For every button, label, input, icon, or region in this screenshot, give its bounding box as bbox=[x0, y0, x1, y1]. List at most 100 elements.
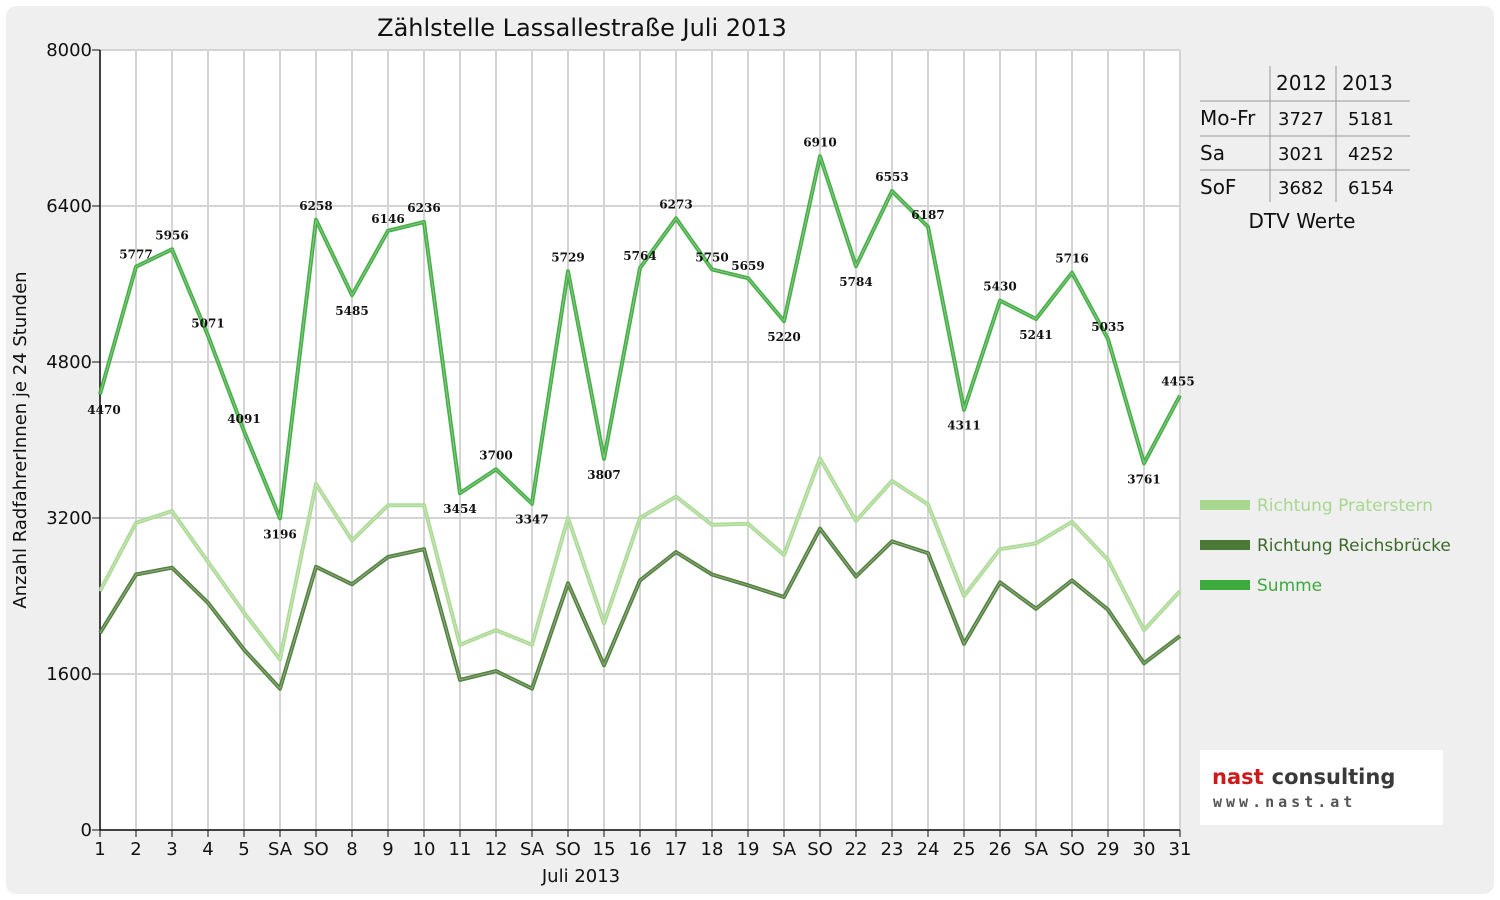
data-label: 5071 bbox=[191, 317, 224, 331]
data-label: 3761 bbox=[1127, 472, 1160, 486]
data-label: 3807 bbox=[587, 468, 620, 482]
data-label: 4091 bbox=[227, 412, 260, 426]
series-highlight-summe bbox=[99, 155, 1181, 519]
x-tick-label: 8 bbox=[346, 839, 357, 860]
dtv-table: 2012 2013 Mo-Fr 3727 5181 Sa 3021 4252 S… bbox=[1200, 66, 1410, 233]
x-tick-label: 3 bbox=[166, 839, 177, 860]
y-tick-label: 8000 bbox=[46, 40, 92, 61]
data-label: 5241 bbox=[1019, 328, 1052, 342]
dtv-row-label: Mo-Fr bbox=[1200, 106, 1256, 130]
data-label: 6910 bbox=[803, 135, 836, 149]
data-label: 5750 bbox=[695, 250, 728, 264]
data-label: 3347 bbox=[515, 513, 548, 527]
dtv-cell: 6154 bbox=[1348, 178, 1394, 199]
series-highlight-richtung-praterstern bbox=[99, 458, 1181, 660]
dtv-cell: 3021 bbox=[1278, 144, 1324, 165]
legend-label-reichsbruecke: Richtung Reichsbrücke bbox=[1257, 536, 1451, 556]
x-tick-label: 29 bbox=[1097, 839, 1120, 860]
dtv-row-label: Sa bbox=[1200, 141, 1225, 165]
data-label: 5784 bbox=[839, 275, 872, 289]
x-tick-label: SA bbox=[1024, 839, 1049, 860]
y-tick-label: 0 bbox=[81, 820, 92, 841]
x-tick-label: SO bbox=[303, 839, 329, 860]
y-tick-label: 1600 bbox=[46, 664, 92, 685]
legend: Richtung Praterstern Richtung Reichsbrüc… bbox=[1200, 496, 1451, 596]
y-tick-label: 6400 bbox=[46, 196, 92, 217]
x-tick-label: 30 bbox=[1133, 839, 1156, 860]
data-label: 6236 bbox=[407, 201, 440, 215]
data-label: 5764 bbox=[623, 249, 656, 263]
legend-swatch-praterstern bbox=[1200, 500, 1250, 510]
logo-url: www.nast.at bbox=[1213, 793, 1356, 811]
dtv-cell: 3682 bbox=[1278, 178, 1324, 199]
data-label: 5729 bbox=[551, 250, 584, 264]
data-label: 5430 bbox=[983, 280, 1016, 294]
x-tick-label: 31 bbox=[1169, 839, 1192, 860]
data-label: 5777 bbox=[119, 248, 152, 262]
dtv-caption: DTV Werte bbox=[1249, 209, 1356, 233]
x-tick-label: 12 bbox=[485, 839, 508, 860]
data-label: 3700 bbox=[479, 448, 512, 462]
y-tick-label: 3200 bbox=[46, 508, 92, 529]
data-label: 3454 bbox=[443, 502, 476, 516]
series-highlight-richtung-reichsbr-cke bbox=[99, 528, 1181, 690]
data-label: 5485 bbox=[335, 304, 368, 318]
x-tick-label: 26 bbox=[989, 839, 1012, 860]
data-label: 6258 bbox=[299, 199, 332, 213]
x-tick-label: SO bbox=[807, 839, 833, 860]
data-label: 5220 bbox=[767, 330, 800, 344]
dtv-row-label: SoF bbox=[1200, 175, 1236, 199]
x-tick-label: 16 bbox=[629, 839, 652, 860]
legend-swatch-reichsbruecke bbox=[1200, 540, 1250, 550]
series-line-summe bbox=[98, 154, 1182, 521]
x-tick-label: SA bbox=[772, 839, 797, 860]
chart-title: Zählstelle Lassallestraße Juli 2013 bbox=[377, 14, 787, 42]
series-line-richtung-praterstern bbox=[98, 456, 1182, 662]
x-tick-label: 9 bbox=[382, 839, 393, 860]
y-tick-label: 4800 bbox=[46, 352, 92, 373]
data-label: 3196 bbox=[263, 527, 296, 541]
data-label: 6187 bbox=[911, 208, 944, 222]
x-tick-label: 10 bbox=[413, 839, 436, 860]
logo-word-consulting: consulting bbox=[1272, 765, 1396, 789]
data-label: 6273 bbox=[659, 197, 692, 211]
series-layer bbox=[98, 154, 1182, 691]
x-tick-label: 19 bbox=[737, 839, 760, 860]
legend-label-praterstern: Richtung Praterstern bbox=[1257, 496, 1433, 516]
x-tick-label: SO bbox=[1059, 839, 1085, 860]
x-tick-label: 23 bbox=[881, 839, 904, 860]
nast-consulting-logo: nast consulting www.nast.at bbox=[1200, 750, 1443, 825]
dtv-cell: 5181 bbox=[1348, 109, 1394, 130]
series-line-richtung-reichsbr-cke bbox=[98, 526, 1182, 691]
data-label: 6146 bbox=[371, 212, 404, 226]
x-tick-label: 15 bbox=[593, 839, 616, 860]
logo-word-nast: nast bbox=[1212, 765, 1264, 789]
x-tick-label: SO bbox=[555, 839, 581, 860]
data-label: 4311 bbox=[947, 419, 980, 433]
dtv-header-2012: 2012 bbox=[1276, 71, 1327, 95]
dtv-header-2013: 2013 bbox=[1342, 71, 1393, 95]
x-tick-label: 4 bbox=[202, 839, 213, 860]
x-tick-label: 24 bbox=[917, 839, 940, 860]
x-tick-label: 22 bbox=[845, 839, 868, 860]
x-tick-label: 11 bbox=[449, 839, 472, 860]
x-tick-label: 25 bbox=[953, 839, 976, 860]
data-label: 4455 bbox=[1161, 375, 1194, 389]
legend-swatch-summe bbox=[1200, 580, 1250, 590]
legend-label-summe: Summe bbox=[1257, 576, 1322, 596]
data-label: 5659 bbox=[731, 259, 764, 273]
data-label: 4470 bbox=[87, 403, 120, 417]
data-label: 6553 bbox=[875, 170, 908, 184]
logo-text: nast consulting bbox=[1212, 765, 1395, 789]
dtv-cell: 4252 bbox=[1348, 144, 1394, 165]
data-label: 5716 bbox=[1055, 252, 1088, 266]
x-axis-label: Juli 2013 bbox=[541, 866, 620, 887]
x-tick-label: 2 bbox=[130, 839, 141, 860]
data-label: 5035 bbox=[1091, 320, 1124, 334]
x-tick-label: SA bbox=[520, 839, 545, 860]
x-tick-label: SA bbox=[268, 839, 293, 860]
x-tick-label: 1 bbox=[94, 839, 105, 860]
